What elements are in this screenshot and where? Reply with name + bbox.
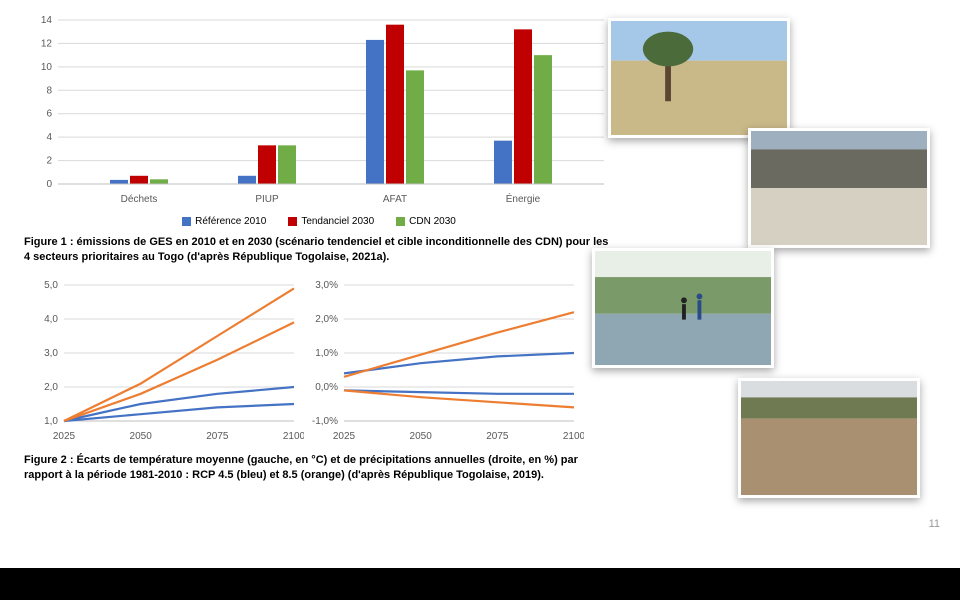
legend-item: Référence 2010: [182, 216, 266, 227]
line-chart-temperature: 1,0 2,0 3,0 4,0 5,0 2025 2050 2075 2100: [24, 275, 304, 445]
svg-text:4: 4: [46, 132, 52, 143]
bar-chart-legend: Référence 2010 Tendanciel 2030 CDN 2030: [24, 212, 614, 227]
line-chart-temp-svg: 1,0 2,0 3,0 4,0 5,0 2025 2050 2075 2100: [24, 275, 304, 445]
svg-text:2075: 2075: [206, 431, 229, 442]
svg-text:10: 10: [41, 62, 53, 73]
photo-cattle-tree: [608, 18, 790, 138]
svg-text:AFAT: AFAT: [383, 194, 407, 205]
svg-text:2,0%: 2,0%: [315, 314, 338, 325]
svg-text:2075: 2075: [486, 431, 509, 442]
svg-text:1,0: 1,0: [44, 416, 58, 427]
svg-text:2,0: 2,0: [44, 382, 58, 393]
svg-text:PIUP: PIUP: [255, 194, 279, 205]
line-charts-row: 1,0 2,0 3,0 4,0 5,0 2025 2050 2075 2100 -1,0% 0,0…: [24, 275, 614, 445]
svg-text:2025: 2025: [333, 431, 356, 442]
svg-text:2: 2: [46, 156, 52, 167]
svg-text:0: 0: [46, 179, 52, 190]
figure-1-caption: Figure 1 : émissions de GES en 2010 et e…: [24, 235, 614, 265]
svg-text:Déchets: Déchets: [121, 194, 158, 205]
svg-text:2025: 2025: [53, 431, 76, 442]
photo-flooded-rice: [592, 248, 774, 368]
svg-text:6: 6: [46, 109, 52, 120]
legend-item: Tendanciel 2030: [288, 216, 374, 227]
svg-text:4,0: 4,0: [44, 314, 58, 325]
svg-text:3,0: 3,0: [44, 348, 58, 359]
line-chart-precipitation: -1,0%0,0%1,0%2,0%3,0%2025205020752100: [304, 275, 584, 445]
svg-text:12: 12: [41, 38, 53, 49]
charts-column: 0 2 4 6 8 10 12 14 Déchets PIUP AFAT Énergie Référe…: [24, 12, 614, 492]
page-number: 11: [929, 518, 940, 530]
photo-stack: [578, 18, 948, 558]
svg-text:5,0: 5,0: [44, 280, 58, 291]
svg-text:14: 14: [41, 15, 53, 26]
photo-erosion-gully: [738, 378, 920, 498]
svg-text:0,0%: 0,0%: [315, 382, 338, 393]
svg-text:Énergie: Énergie: [506, 192, 541, 205]
bar-chart-ges: 0 2 4 6 8 10 12 14 Déchets PIUP AFAT Énergie: [24, 12, 614, 212]
line-chart-precip-svg: -1,0%0,0%1,0%2,0%3,0%2025205020752100: [304, 275, 584, 445]
legend-item: CDN 2030: [396, 216, 456, 227]
svg-text:2050: 2050: [410, 431, 433, 442]
bottom-black-bar: [0, 568, 960, 600]
svg-text:-1,0%: -1,0%: [312, 416, 338, 427]
svg-text:2100: 2100: [283, 431, 304, 442]
bar-chart-svg: 0 2 4 6 8 10 12 14 Déchets PIUP AFAT Énergie: [24, 12, 614, 212]
svg-text:1,0%: 1,0%: [315, 348, 338, 359]
svg-text:8: 8: [46, 85, 52, 96]
figure-2-caption: Figure 2 : Écarts de température moyenne…: [24, 453, 614, 483]
svg-text:2050: 2050: [130, 431, 153, 442]
page: 0 2 4 6 8 10 12 14 Déchets PIUP AFAT Énergie Référe…: [0, 0, 960, 568]
photo-burnt-land: [748, 128, 930, 248]
svg-text:3,0%: 3,0%: [315, 280, 338, 291]
